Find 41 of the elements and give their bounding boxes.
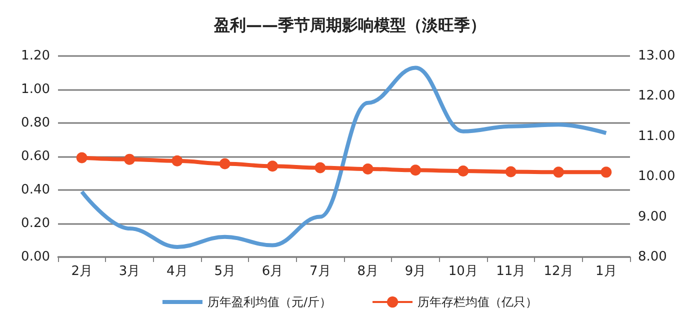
point <box>267 160 278 172</box>
x-tick-label: 7月 <box>310 264 331 279</box>
y2-tick-label: 13.00 <box>638 48 676 64</box>
y-tick-label: 1.00 <box>21 82 50 97</box>
x-tick-label: 9月 <box>404 264 426 279</box>
point <box>314 162 326 174</box>
x-tick-label: 3月 <box>118 264 140 279</box>
point <box>505 166 516 178</box>
legend-label: 历年存栏均值（亿只） <box>418 295 538 309</box>
x-tick-label: 4月 <box>166 264 188 279</box>
point <box>124 154 135 165</box>
point <box>458 165 469 176</box>
y-tick-label: 0.60 <box>21 149 50 164</box>
y-tick-label: 0.40 <box>21 182 50 198</box>
x-tick-label: 1月 <box>596 264 617 279</box>
point <box>362 163 374 174</box>
legend-label: 历年盈利均值（元/斤） <box>207 295 332 309</box>
x-tick-label: 5月 <box>214 264 236 279</box>
y-tick-label: 0.80 <box>21 116 50 130</box>
point <box>219 158 230 170</box>
chart-title: 盈利——季节周期影响模型（淡旺季） <box>213 16 486 34</box>
y-tick-label: 0.00 <box>21 250 50 264</box>
point <box>76 152 88 164</box>
y2-tick-label: 9.00 <box>638 209 667 224</box>
y2-tick-label: 8.00 <box>638 250 667 264</box>
y2-tick-label: 12.00 <box>638 88 676 104</box>
point <box>410 164 421 176</box>
x-tick-label: 2月 <box>71 264 92 279</box>
x-tick-label: 6月 <box>262 264 284 279</box>
x-tick-label: 12月 <box>544 264 574 279</box>
point <box>600 166 612 178</box>
y-tick-label: 0.20 <box>21 216 50 231</box>
y2-tick-label: 11.00 <box>638 128 676 144</box>
x-tick-label: 10月 <box>448 264 478 279</box>
y2-tick-label: 10.00 <box>638 169 676 184</box>
point <box>553 166 564 178</box>
y-tick-label: 1.20 <box>21 48 50 64</box>
x-tick-label: 11月 <box>496 264 526 279</box>
point <box>172 155 183 166</box>
x-tick-label: 8月 <box>357 264 378 279</box>
line-series <box>80 66 608 249</box>
